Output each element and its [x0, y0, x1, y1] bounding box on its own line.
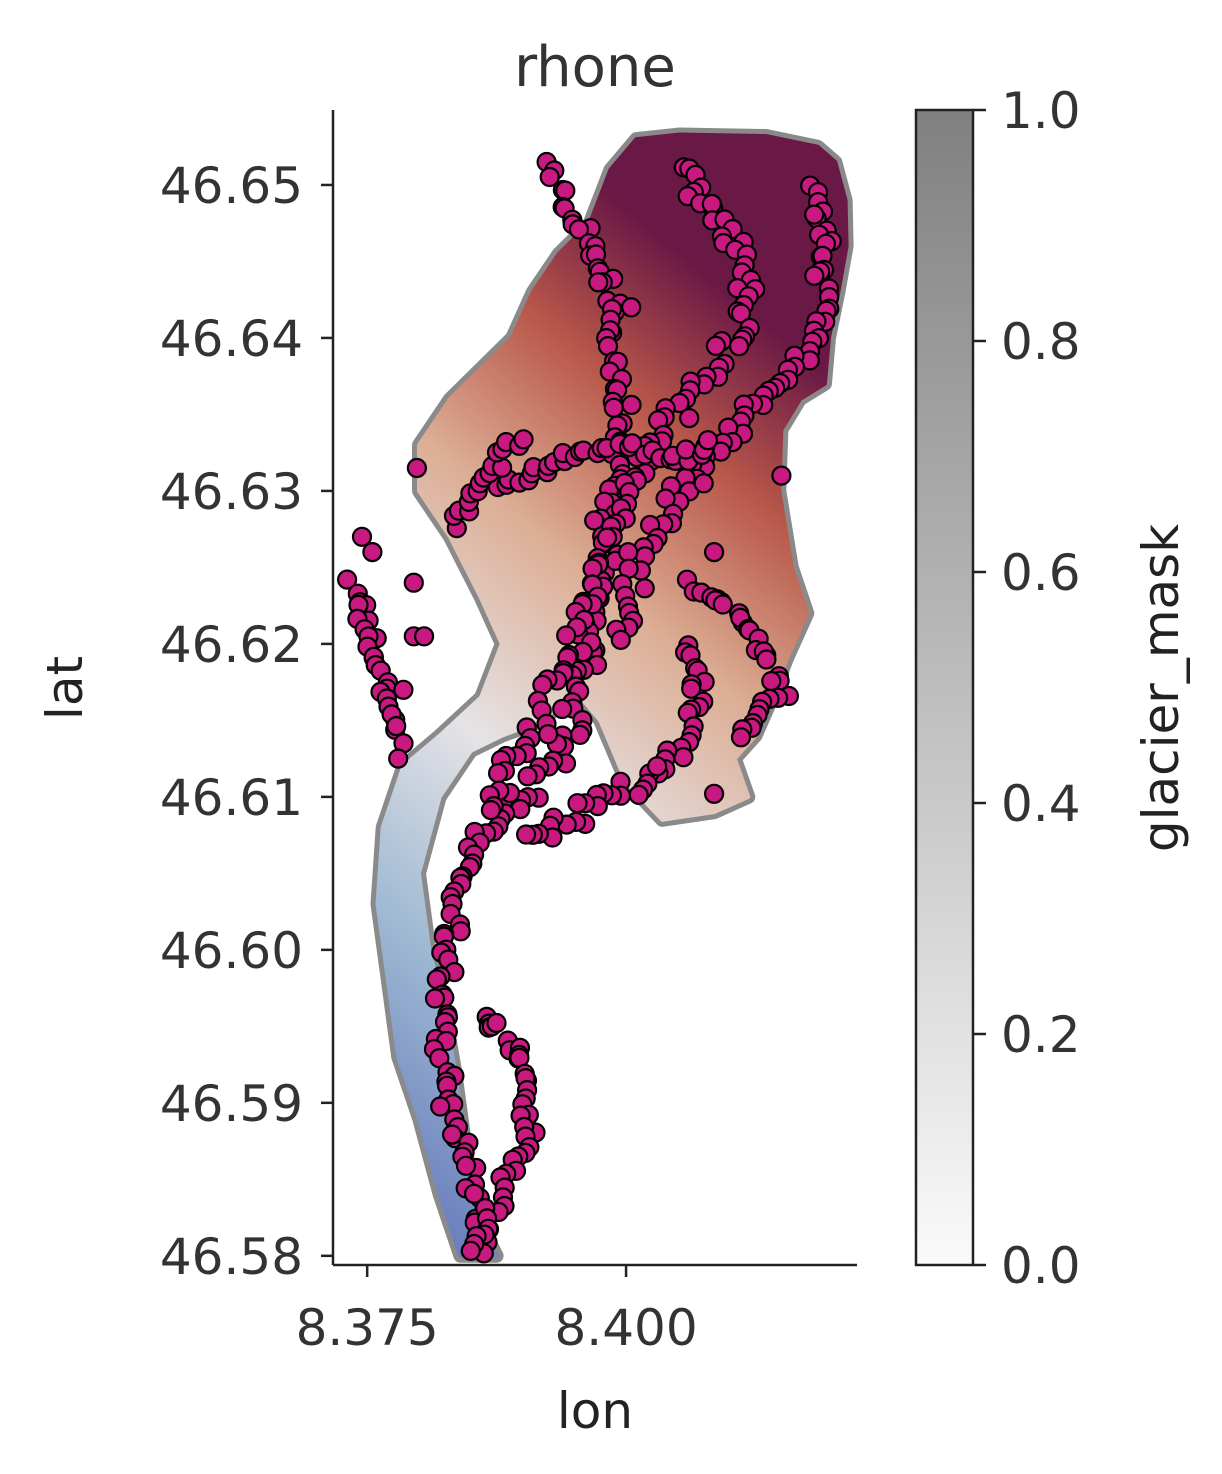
data-point — [515, 824, 537, 845]
data-point — [393, 679, 414, 700]
colorbar-tick-label: 0.6 — [1001, 544, 1081, 602]
data-point — [730, 727, 752, 748]
y-tick-label: 46.63 — [160, 463, 303, 521]
colorbar-tick-label: 0.2 — [1001, 1006, 1081, 1064]
y-tick-label: 46.62 — [160, 616, 303, 674]
data-point — [681, 678, 702, 699]
data-point — [703, 783, 725, 804]
data-point — [705, 335, 727, 356]
data-point — [730, 303, 752, 324]
data-point — [618, 542, 639, 563]
data-point — [455, 1155, 477, 1176]
data-point — [442, 1124, 463, 1145]
data-point — [646, 756, 668, 777]
data-point — [596, 527, 618, 548]
y-tick-label: 46.61 — [160, 769, 303, 827]
data-point — [430, 1096, 451, 1117]
data-point — [555, 180, 576, 201]
data-point — [693, 473, 714, 494]
data-point — [386, 715, 407, 737]
colorbar-gradient — [914, 108, 975, 1267]
y-tick-label: 46.59 — [160, 1075, 303, 1133]
y-axis-label: lat — [36, 656, 94, 720]
data-point — [804, 265, 825, 286]
data-point — [488, 763, 509, 784]
data-point — [517, 766, 538, 787]
data-point — [337, 569, 358, 590]
data-point — [450, 921, 471, 942]
data-point — [537, 724, 559, 745]
data-point — [539, 166, 560, 188]
chart-title: rhone — [514, 35, 676, 100]
data-point — [388, 748, 409, 769]
data-point — [610, 629, 631, 651]
data-point — [621, 433, 643, 454]
data-point — [584, 510, 605, 531]
colorbar-tick-label: 0.4 — [1001, 775, 1081, 833]
colorbar: 0.0 0.2 0.4 0.6 0.8 1.0 glacier_mask — [914, 82, 1190, 1295]
x-axis-label: lon — [557, 1382, 633, 1440]
data-point — [804, 204, 825, 225]
data-point — [406, 457, 427, 479]
measurement-points — [337, 151, 842, 1264]
data-point — [480, 799, 501, 821]
colorbar-tick-label: 0.0 — [1001, 1237, 1081, 1295]
data-point — [697, 430, 719, 451]
data-point — [513, 429, 534, 450]
data-point — [362, 541, 383, 563]
data-point — [486, 1012, 507, 1034]
data-point — [703, 541, 725, 563]
x-tick-label: 8.375 — [296, 1299, 439, 1357]
data-point — [567, 793, 588, 814]
y-tick-label: 46.60 — [160, 922, 303, 980]
y-tick-label: 46.65 — [160, 157, 303, 215]
data-point — [552, 698, 573, 720]
data-point — [634, 578, 655, 599]
data-point — [771, 465, 792, 486]
data-point — [464, 1183, 485, 1204]
data-point — [569, 724, 591, 746]
data-point — [701, 193, 722, 215]
x-tick-label: 8.400 — [554, 1299, 697, 1357]
data-point — [679, 408, 700, 429]
data-point — [621, 394, 642, 415]
colorbar-tick-label: 1.0 — [1001, 82, 1081, 140]
data-point — [424, 988, 446, 1009]
y-tick-label: 46.58 — [160, 1228, 303, 1286]
y-tick-label: 46.64 — [160, 310, 303, 368]
data-point — [621, 297, 642, 318]
data-point — [712, 594, 733, 615]
data-point — [756, 649, 777, 670]
data-point — [628, 784, 649, 806]
data-point — [728, 336, 750, 357]
data-point — [414, 626, 435, 647]
colorbar-ticks: 0.0 0.2 0.4 0.6 0.8 1.0 — [973, 82, 1081, 1295]
data-point — [403, 572, 424, 593]
colorbar-tick-label: 0.8 — [1001, 313, 1081, 371]
data-point — [588, 272, 609, 293]
plot-area — [337, 127, 854, 1264]
axes: 8.375 8.400 46.58 46.59 46.60 46.61 46.62 46.6… — [160, 110, 857, 1357]
data-point — [351, 526, 373, 547]
data-point — [761, 670, 782, 692]
data-point — [460, 1240, 481, 1262]
y-ticks: 46.58 46.59 46.60 46.61 46.62 46.63 46.64 46.65 — [160, 157, 333, 1286]
colorbar-label: glacier_mask — [1132, 524, 1190, 852]
x-ticks: 8.375 8.400 — [296, 1265, 698, 1357]
data-point — [556, 625, 577, 646]
data-point — [568, 219, 590, 240]
